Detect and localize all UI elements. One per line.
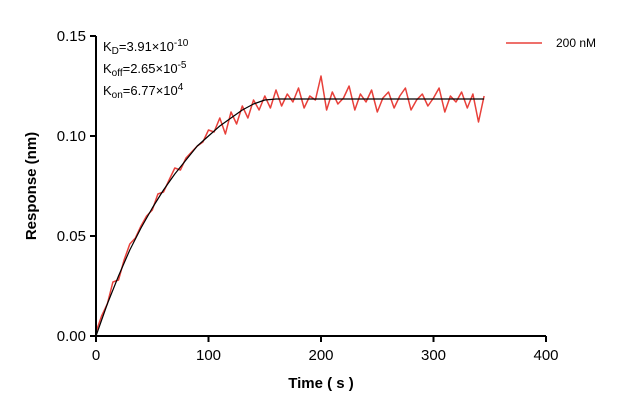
x-tick-label: 0 bbox=[92, 347, 100, 364]
kd-value: =3.91×10 bbox=[119, 39, 174, 54]
x-tick-label: 200 bbox=[308, 347, 333, 364]
koff-annotation: Koff=2.65×10-5 bbox=[103, 60, 187, 79]
kd-exp: -10 bbox=[174, 38, 189, 49]
kd-label: K bbox=[103, 39, 112, 54]
fit-curve-line bbox=[95, 98, 485, 337]
x-tick-label: 400 bbox=[533, 347, 558, 364]
y-tick-label: 0.15 bbox=[57, 28, 86, 45]
x-axis-title: Time ( s ) bbox=[288, 375, 354, 392]
koff-exp: -5 bbox=[178, 60, 187, 71]
kon-value: =6.77×10 bbox=[123, 83, 178, 98]
x-tick-label: 100 bbox=[196, 347, 221, 364]
y-tick-label: 0.00 bbox=[57, 328, 86, 345]
y-tick-label: 0.05 bbox=[57, 228, 86, 245]
kon-sub: on bbox=[112, 90, 123, 101]
kon-annotation: Kon=6.77×104 bbox=[103, 82, 184, 101]
koff-value: =2.65×10 bbox=[123, 61, 178, 76]
y-axis-title: Response (nm) bbox=[23, 132, 40, 240]
series-line-200nm bbox=[95, 75, 485, 333]
x-tick-label: 300 bbox=[421, 347, 446, 364]
kon-label: K bbox=[103, 83, 112, 98]
plot-area bbox=[95, 75, 485, 337]
legend: 200 nM bbox=[506, 36, 596, 50]
legend-label-200nm: 200 nM bbox=[556, 36, 596, 50]
kon-exp: 4 bbox=[178, 82, 184, 93]
kd-sub: D bbox=[112, 46, 119, 57]
koff-sub: off bbox=[112, 68, 123, 79]
kd-annotation: KD=3.91×10-10 bbox=[103, 38, 189, 57]
axis-ticks: 0 100 200 300 400 0.00 0.05 0.10 0.15 bbox=[57, 28, 559, 364]
y-tick-label: 0.10 bbox=[57, 128, 86, 145]
koff-label: K bbox=[103, 61, 112, 76]
